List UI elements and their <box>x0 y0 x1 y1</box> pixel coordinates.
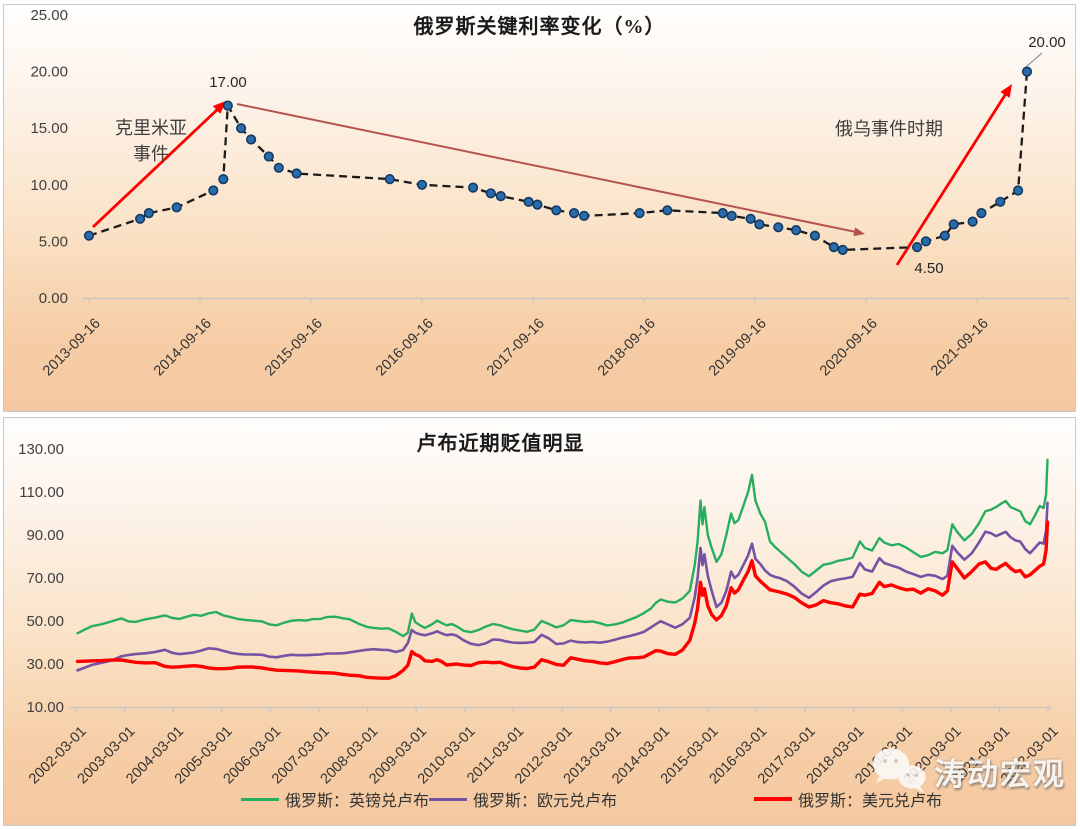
svg-text:2019-09-16: 2019-09-16 <box>706 316 770 380</box>
crimea-event-line1: 克里米亚 <box>115 118 187 138</box>
legend-item-gbp: 俄罗斯：英镑兑卢布 <box>241 789 430 810</box>
key-rate-chart: 0.00 5.00 10.00 15.00 20.00 25.00 2013-09-16 20… <box>30 7 1070 380</box>
end-value-label: 20.00 <box>1028 34 1066 51</box>
svg-text:2016-09-16: 2016-09-16 <box>373 316 437 380</box>
svg-text:15.00: 15.00 <box>30 120 68 137</box>
svg-text:2015-09-16: 2015-09-16 <box>262 316 326 380</box>
crimea-event-annotation: 克里米亚 事件 <box>86 115 216 167</box>
usd-legend-line-icon <box>754 797 792 801</box>
svg-text:70.00: 70.00 <box>26 570 64 587</box>
low-value-label: 4.50 <box>914 260 944 277</box>
legend-item-eur: 俄罗斯：欧元兑卢布 <box>429 789 618 810</box>
key-rate-chart-title: 俄罗斯关键利率变化（%） <box>413 16 666 38</box>
svg-text:20.00: 20.00 <box>30 64 68 81</box>
usd-legend-label: 俄罗斯：美元兑卢布 <box>798 793 943 810</box>
ruble-fx-chart: 130.00110.0090.0070.0050.0030.0010.00200… <box>18 441 1062 787</box>
svg-text:0.00: 0.00 <box>39 290 68 307</box>
key-rate-chart-panel: 俄罗斯关键利率变化（%） 0.00 5.00 10.00 15.00 20.00 25.0… <box>3 4 1076 412</box>
svg-text:110.00: 110.00 <box>19 484 64 501</box>
svg-text:10.00: 10.00 <box>30 177 68 194</box>
svg-text:10.00: 10.00 <box>26 699 64 716</box>
svg-text:2017-09-16: 2017-09-16 <box>484 316 548 380</box>
svg-text:5.00: 5.00 <box>39 233 68 250</box>
eur-legend-line-icon <box>429 797 467 801</box>
russia-ukraine-period-annotation: 俄乌事件时期 <box>835 119 943 139</box>
ruble-fx-chart-title: 卢布近期贬值明显 <box>416 433 585 455</box>
svg-text:2018-09-16: 2018-09-16 <box>595 316 659 380</box>
svg-text:90.00: 90.00 <box>26 527 64 544</box>
eur-legend-label: 俄罗斯：欧元兑卢布 <box>473 793 618 810</box>
ruble-fx-chart-panel: 卢布近期贬值明显 130.00 110.00 90.00 70.00 50.00 30.0… <box>3 417 1076 826</box>
svg-text:50.00: 50.00 <box>26 613 64 630</box>
legend-item-usd: 俄罗斯：美元兑卢布 <box>754 789 943 810</box>
peak-value-label: 17.00 <box>209 74 247 91</box>
svg-text:30.00: 30.00 <box>26 656 64 673</box>
svg-text:25.00: 25.00 <box>30 7 68 24</box>
svg-text:130.00: 130.00 <box>18 441 64 458</box>
svg-text:2020-09-16: 2020-09-16 <box>817 316 881 380</box>
svg-text:2014-09-16: 2014-09-16 <box>151 316 215 380</box>
gbp-legend-label: 俄罗斯：英镑兑卢布 <box>285 793 430 810</box>
svg-text:2021-09-16: 2021-09-16 <box>928 316 992 380</box>
gbp-legend-line-icon <box>241 797 279 801</box>
crimea-event-line2: 事件 <box>133 144 169 164</box>
svg-text:2013-09-16: 2013-09-16 <box>40 316 104 380</box>
